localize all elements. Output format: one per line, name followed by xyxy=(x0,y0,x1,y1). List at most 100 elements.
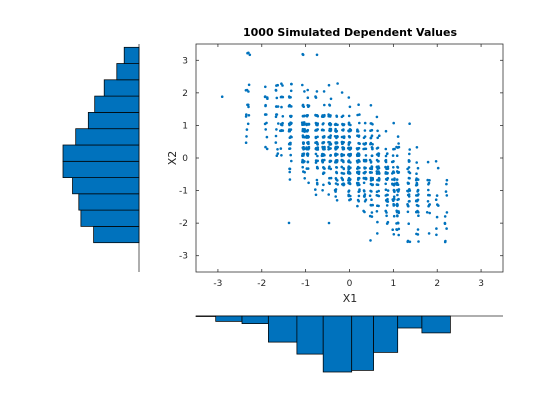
scatter-point xyxy=(340,91,344,94)
left-histogram-bar xyxy=(87,112,140,130)
scatter-point xyxy=(386,167,390,170)
scatter-point xyxy=(395,210,399,214)
scatter-point xyxy=(435,194,439,197)
scatter-point xyxy=(356,134,359,137)
scatter-point xyxy=(244,115,248,118)
scatter-point xyxy=(305,114,309,117)
scatter-point xyxy=(427,232,431,235)
bottom-histogram-bar xyxy=(215,315,243,322)
scatter-point xyxy=(347,160,351,164)
scatter-point xyxy=(416,178,420,181)
scatter-point xyxy=(445,194,449,197)
scatter-point xyxy=(435,233,438,237)
scatter-point xyxy=(306,96,310,99)
scatter-point xyxy=(407,166,411,169)
scatter-point xyxy=(392,147,395,151)
scatter-point xyxy=(406,239,410,243)
x-tick-label: 2 xyxy=(434,279,440,289)
scatter-point xyxy=(328,129,331,132)
bottom-histogram-bar xyxy=(268,315,298,343)
scatter-point xyxy=(384,129,388,133)
scatter-point xyxy=(362,147,365,151)
scatter-point xyxy=(386,189,390,192)
scatter-point xyxy=(416,166,420,170)
scatter-point xyxy=(356,204,359,208)
scatter-point xyxy=(370,211,374,214)
scatter-point xyxy=(376,183,380,187)
scatter-point xyxy=(384,209,388,213)
scatter-point xyxy=(287,221,291,225)
scatter-point xyxy=(328,103,331,107)
scatter-point xyxy=(427,193,430,197)
scatter-point xyxy=(375,190,379,194)
left-histogram-bar xyxy=(116,63,140,81)
scatter-point xyxy=(395,170,399,173)
scatter-point xyxy=(396,188,399,192)
scatter-point xyxy=(406,204,410,207)
y-tick-label: -3 xyxy=(179,252,188,262)
scatter-point xyxy=(276,152,280,155)
scatter-point xyxy=(266,97,269,100)
scatter-point xyxy=(301,127,305,131)
y-tick-label: 1 xyxy=(182,121,188,131)
x-tick-label: 0 xyxy=(347,279,353,289)
scatter-point xyxy=(314,193,318,197)
scatter-point xyxy=(335,145,338,149)
scatter-point xyxy=(246,122,250,126)
scatter-point xyxy=(362,181,366,185)
scatter-point xyxy=(428,211,432,215)
scatter-point xyxy=(334,159,338,163)
scatter-point xyxy=(356,113,359,117)
scatter-point xyxy=(407,222,411,225)
scatter-point xyxy=(307,104,311,107)
x-tick-label: 3 xyxy=(478,279,484,289)
scatter-point xyxy=(427,183,430,186)
scatter-point xyxy=(395,154,399,157)
bottom-histogram-bar xyxy=(195,315,217,317)
scatter-point xyxy=(348,148,352,151)
scatter-point xyxy=(300,121,304,124)
scatter-point xyxy=(265,147,269,151)
scatter-point xyxy=(385,204,389,207)
scatter-point xyxy=(392,197,396,201)
scatter-point xyxy=(289,122,292,125)
scatter-point xyxy=(335,166,339,169)
scatter-point xyxy=(370,190,373,193)
scatter-point xyxy=(392,166,395,169)
scatter-point xyxy=(315,181,319,185)
scatter-point xyxy=(391,178,394,181)
scatter-point xyxy=(306,141,309,144)
scatter-point xyxy=(329,159,332,163)
y-axis-ticks: -3 -2 -1 0 1 2 3 xyxy=(179,56,503,262)
scatter-point xyxy=(358,142,361,145)
scatter-point xyxy=(265,135,269,139)
left-histogram-bar xyxy=(123,46,140,64)
left-histogram-bar xyxy=(94,95,140,113)
scatter-point xyxy=(406,189,409,193)
scatter-point xyxy=(378,134,381,137)
bottom-histogram-bar xyxy=(397,315,423,329)
left-histogram-bar xyxy=(80,209,140,227)
scatter-point xyxy=(392,121,396,125)
left-histogram-bar xyxy=(78,193,140,211)
scatter-point xyxy=(426,160,430,164)
scatter-point xyxy=(220,95,224,98)
y-axis-label: X2 xyxy=(166,151,179,166)
scatter-point xyxy=(376,204,379,207)
scatter-point xyxy=(348,181,351,185)
scatter-point xyxy=(368,214,372,218)
scatter-point xyxy=(392,195,396,198)
scatter-points xyxy=(220,51,449,244)
scatter-point xyxy=(397,233,401,237)
scatter-point xyxy=(417,214,420,217)
scatter-point xyxy=(329,154,332,157)
scatter-point xyxy=(314,159,318,162)
scatter-point xyxy=(348,171,352,174)
scatter-point xyxy=(305,153,309,156)
scatter-point xyxy=(247,114,251,117)
scatter-point xyxy=(445,182,448,186)
scatter-point xyxy=(245,128,249,131)
scatter-point xyxy=(288,96,291,99)
scatter-point xyxy=(275,154,279,157)
scatter-point xyxy=(301,83,304,87)
